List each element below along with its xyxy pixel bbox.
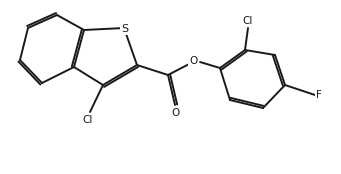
- Text: Cl: Cl: [243, 16, 253, 26]
- Text: O: O: [189, 56, 197, 66]
- Text: F: F: [316, 90, 322, 100]
- Text: Cl: Cl: [83, 115, 93, 125]
- Text: S: S: [121, 24, 129, 34]
- Text: O: O: [172, 108, 180, 118]
